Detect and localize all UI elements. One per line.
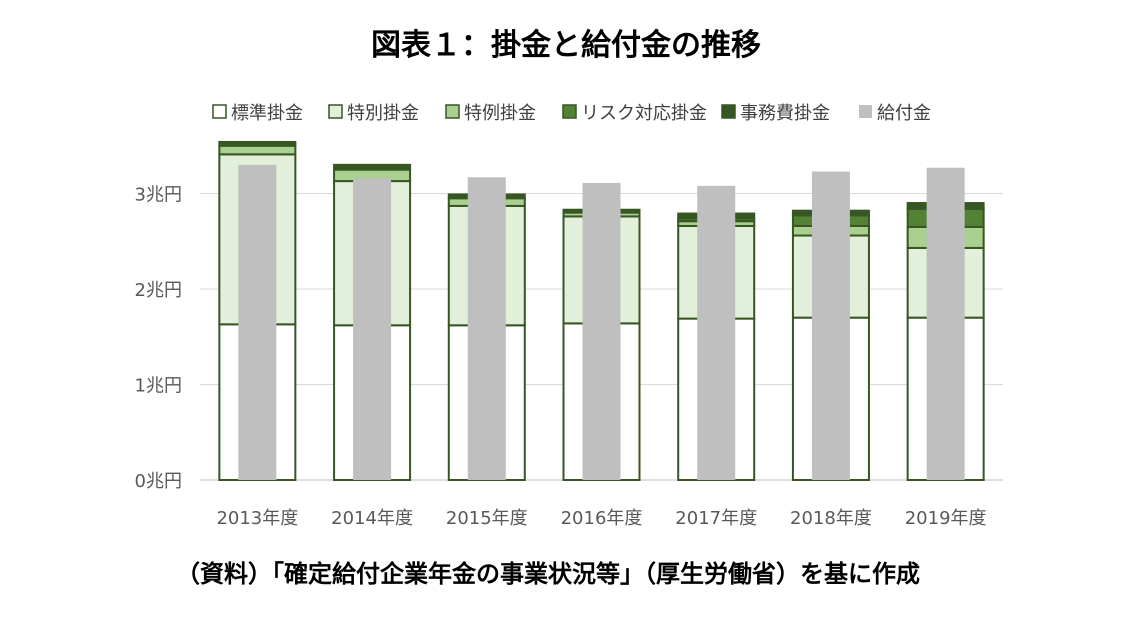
y-tick-label: 3兆円 [135,185,182,206]
legend: 標準掛金 特別掛金 特例掛金 リスク対応掛金 事務費掛金 給付金 [212,103,931,124]
y-tick-label: 2兆円 [135,280,182,301]
legend-swatch [721,104,736,119]
x-tick-label: 2015年度 [446,508,528,529]
legend-swatch [328,104,343,119]
benefit-bar [353,178,392,480]
benefit-bar [467,177,506,480]
legend-label: 給付金 [877,103,931,124]
source-note: （資料）「確定給付企業年金の事業状況等」（厚生労働省）を基に作成 [176,560,920,588]
benefit-bar [238,164,277,480]
x-tick-label: 2014年度 [331,508,413,529]
x-tick-label: 2019年度 [905,508,987,529]
x-axis-ticks: 2013年度 2014年度 2015年度 2016年度 2017年度 2018年度 2019… [216,508,986,529]
bar-segment [218,140,297,147]
x-tick-label: 2018年度 [790,508,872,529]
benefit-bar [582,182,621,480]
x-tick-label: 2013年度 [216,508,298,529]
legend-label: 特別掛金 [347,103,419,124]
y-tick-label: 1兆円 [135,376,182,397]
benefit-bar [697,185,736,481]
legend-swatch [859,105,872,118]
x-tick-label: 2016年度 [561,508,643,529]
bars [218,140,985,482]
benefit-bar [811,171,850,480]
legend-label: 特例掛金 [464,103,536,124]
x-tick-label: 2017年度 [675,508,757,529]
legend-label: 事務費掛金 [740,103,830,124]
legend-swatch [445,104,460,119]
bar-segment [218,144,297,156]
bar-segment [333,163,412,171]
chart-title: 図表１：掛金と給付金の推移 [371,28,761,63]
y-axis-ticks: 0兆円 1兆円 2兆円 3兆円 [135,185,182,493]
benefit-bar [926,167,965,480]
y-tick-label: 0兆円 [135,471,182,492]
legend-swatch [562,104,577,119]
legend-label: 標準掛金 [231,103,303,124]
legend-swatch [212,104,227,119]
legend-label: リスク対応掛金 [581,103,707,124]
